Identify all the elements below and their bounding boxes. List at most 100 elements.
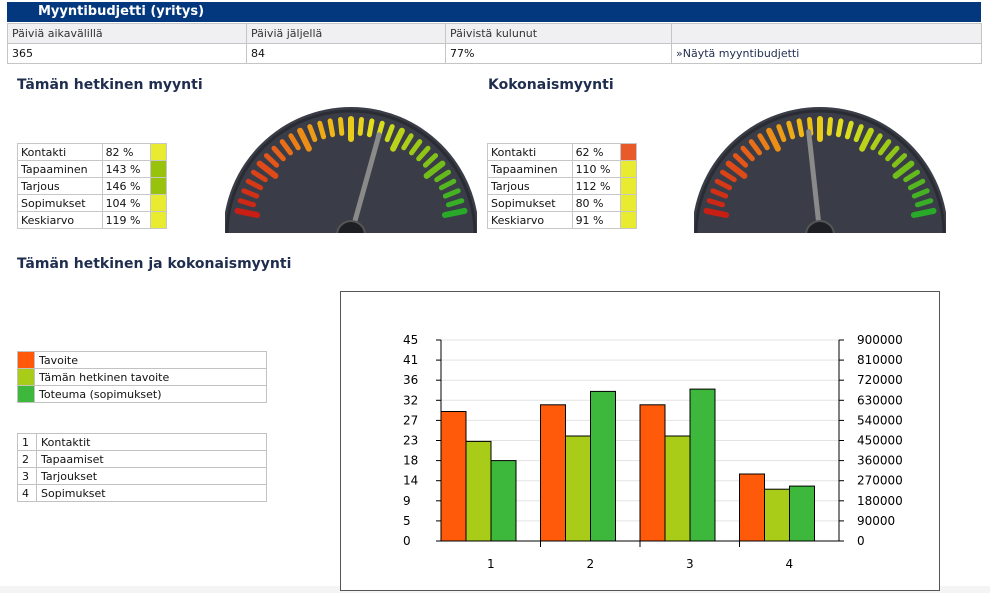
total-sales-value: 110 % [571, 160, 621, 178]
total-sales-gauge-tick [757, 133, 770, 151]
key-number: 2 [17, 450, 37, 468]
total-sales-gauge-tick [853, 124, 864, 143]
chart-bar [490, 460, 517, 542]
sales-chart-box: 0 0 5 90000 9 180000 14 270000 18 360000 23 450000 2… [340, 291, 940, 591]
total-sales-label: Kontakti [487, 143, 573, 161]
current-sales-gauge-tick [384, 124, 395, 143]
legend-swatch [17, 368, 35, 386]
key-item: 1 Kontaktit [17, 433, 267, 451]
days-in-period-header: Päiviä aikavälillä [7, 23, 247, 44]
total-sales-gauge-tick [796, 118, 805, 138]
chart-bar [639, 404, 666, 542]
key-item: 3 Tarjoukset [17, 467, 267, 485]
show-sales-budget-link[interactable]: »Näytä myyntibudjetti [676, 47, 800, 60]
total-sales-status-swatch [619, 143, 638, 161]
page-title: Myyntibudjetti (yritys) [7, 2, 981, 22]
total-sales-status-swatch [619, 160, 638, 178]
current-sales-status-swatch [149, 194, 168, 212]
current-sales-gauge-tick [237, 198, 257, 208]
legend-label: Toteuma (sopimukset) [34, 385, 267, 403]
total-sales-gauge-tick [766, 127, 781, 152]
total-sales-row: Sopimukset 80 % [487, 194, 638, 212]
total-sales-gauge-tick [891, 153, 908, 168]
current-sales-gauge-tick [409, 139, 423, 156]
total-sales-row: Tarjous 112 % [487, 177, 638, 195]
current-sales-gauge-tick [234, 207, 261, 218]
chart-bar [689, 388, 716, 542]
chart-right-tick-label: 450000 [857, 434, 903, 448]
total-sales-gauge-tick [786, 120, 796, 140]
current-sales-gauge-tick [327, 118, 336, 138]
current-sales-gauge-tick [263, 153, 280, 168]
total-sales-value: 112 % [571, 177, 621, 195]
current-sales-gauge-tick [416, 145, 431, 162]
current-sales-gauge-tick [390, 127, 405, 152]
current-sales-label: Sopimukset [17, 194, 103, 212]
chart-left-tick-label: 41 [403, 353, 418, 367]
current-sales-label: Kontakti [17, 143, 103, 161]
chart-legend: Tavoite Tämän hetkinen tavoite Toteuma (so… [17, 351, 267, 403]
current-sales-gauge-tick [251, 169, 268, 183]
chart-left-tick-label: 14 [403, 474, 418, 488]
current-sales-label: Tapaaminen [17, 160, 103, 178]
total-sales-gauge-face [694, 107, 946, 233]
budget-info-table: Päiviä aikavälillä Päiviä jäljellä Päivi… [7, 23, 982, 64]
chart-category-label: 2 [586, 557, 594, 571]
total-sales-gauge-tick [903, 169, 920, 183]
current-sales-gauge-tick [422, 153, 439, 168]
legend-item: Tavoite [17, 351, 267, 369]
total-sales-gauge-tick [710, 188, 729, 199]
chart-category-label: 4 [785, 557, 793, 571]
total-sales-gauge-tick [740, 145, 755, 162]
total-sales-gauge-tick [878, 139, 892, 156]
total-sales-status-swatch [619, 177, 638, 195]
current-sales-gauge-tick [338, 117, 345, 136]
current-sales-gauge-tick [438, 178, 457, 191]
current-sales-row: Sopimukset 104 % [17, 194, 168, 212]
chart-right-tick-label: 360000 [857, 454, 903, 468]
current-sales-row: Tapaaminen 143 % [17, 160, 168, 178]
current-sales-label: Keskiarvo [17, 211, 103, 229]
current-sales-status-swatch [149, 143, 168, 161]
current-sales-row: Tarjous 146 % [17, 177, 168, 195]
current-sales-status-swatch [149, 177, 168, 195]
current-sales-label: Tarjous [17, 177, 103, 195]
current-sales-value: 82 % [101, 143, 151, 161]
total-sales-gauge [694, 107, 946, 233]
current-sales-gauge-tick [441, 207, 468, 218]
current-sales-status-swatch [149, 211, 168, 229]
current-sales-gauge-tick [245, 178, 264, 191]
days-left-header: Päiviä jäljellä [246, 23, 446, 44]
key-item: 2 Tapaamiset [17, 450, 267, 468]
chart-left-tick-label: 0 [403, 534, 411, 548]
chart-category-label: 3 [686, 557, 694, 571]
key-number: 3 [17, 467, 37, 485]
total-sales-gauge-tick [885, 145, 900, 162]
chart-bar [440, 411, 467, 542]
combined-sales-title: Tämän hetkinen ja kokonaismyynti [17, 256, 292, 272]
current-sales-value: 146 % [101, 177, 151, 195]
total-sales-value: 91 % [571, 211, 621, 229]
chart-right-tick-label: 90000 [857, 514, 895, 528]
chart-bar [590, 390, 616, 542]
current-sales-value: 143 % [101, 160, 151, 178]
chart-bar [540, 404, 566, 542]
days-elapsed-value: 77% [445, 43, 672, 64]
current-sales-gauge-tick [401, 133, 414, 151]
total-sales-gauge-tick [720, 169, 737, 183]
current-sales-gauge-tick [434, 169, 451, 183]
total-sales-gauge-tick [911, 188, 930, 199]
chart-right-tick-label: 180000 [857, 494, 903, 508]
key-label: Sopimukset [36, 484, 267, 502]
current-sales-gauge-tick [423, 160, 446, 179]
chart-right-tick-label: 0 [857, 534, 865, 548]
total-sales-gauge-rim [694, 109, 946, 233]
total-sales-value: 62 % [571, 143, 621, 161]
total-sales-value: 80 % [571, 194, 621, 212]
total-sales-row: Kontakti 62 % [487, 143, 638, 161]
chart-category-label: 1 [487, 557, 495, 571]
current-sales-gauge-tick [297, 127, 312, 152]
legend-swatch [17, 385, 35, 403]
chart-left-tick-label: 45 [403, 333, 418, 347]
